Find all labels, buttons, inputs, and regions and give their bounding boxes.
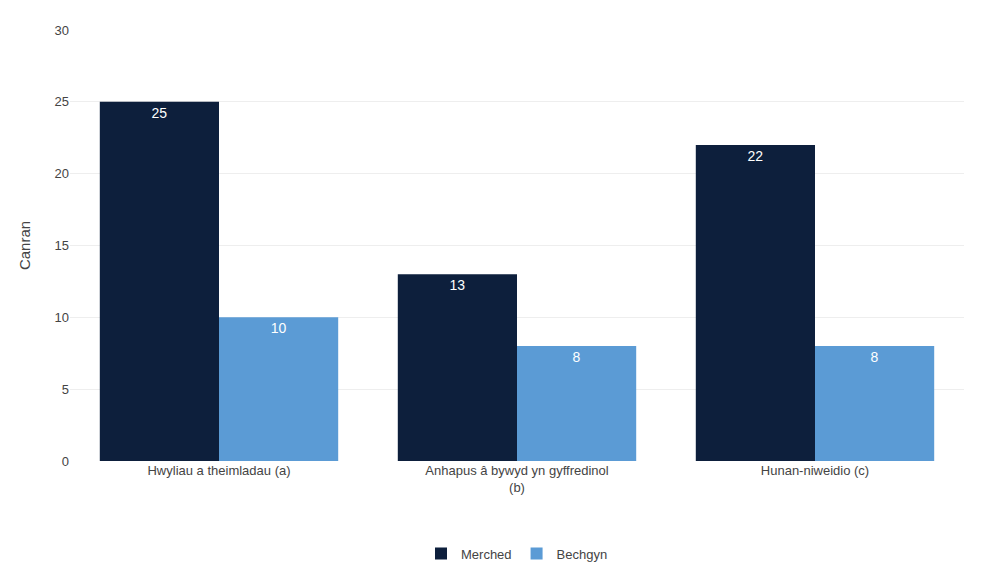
svg-text:Bechgyn: Bechgyn — [557, 547, 608, 562]
svg-text:30: 30 — [55, 23, 69, 38]
svg-text:0: 0 — [62, 454, 69, 469]
svg-text:Merched: Merched — [461, 547, 512, 562]
svg-text:Hunan-niweidio (c): Hunan-niweidio (c) — [761, 463, 869, 478]
svg-text:8: 8 — [871, 349, 879, 365]
svg-text:20: 20 — [55, 166, 69, 181]
svg-text:25: 25 — [55, 94, 69, 109]
svg-text:13: 13 — [450, 277, 466, 293]
svg-text:Anhapus â bywyd yn gyffredinol: Anhapus â bywyd yn gyffredinol(b) — [425, 463, 608, 495]
svg-text:Hwyliau a theimladau (a): Hwyliau a theimladau (a) — [147, 463, 290, 478]
svg-text:10: 10 — [271, 320, 287, 336]
svg-text:8: 8 — [573, 349, 581, 365]
svg-text:5: 5 — [62, 382, 69, 397]
svg-text:15: 15 — [55, 238, 69, 253]
svg-text:10: 10 — [55, 310, 69, 325]
svg-text:25: 25 — [152, 105, 168, 121]
svg-text:22: 22 — [748, 148, 764, 164]
svg-text:Canran: Canran — [16, 221, 33, 270]
